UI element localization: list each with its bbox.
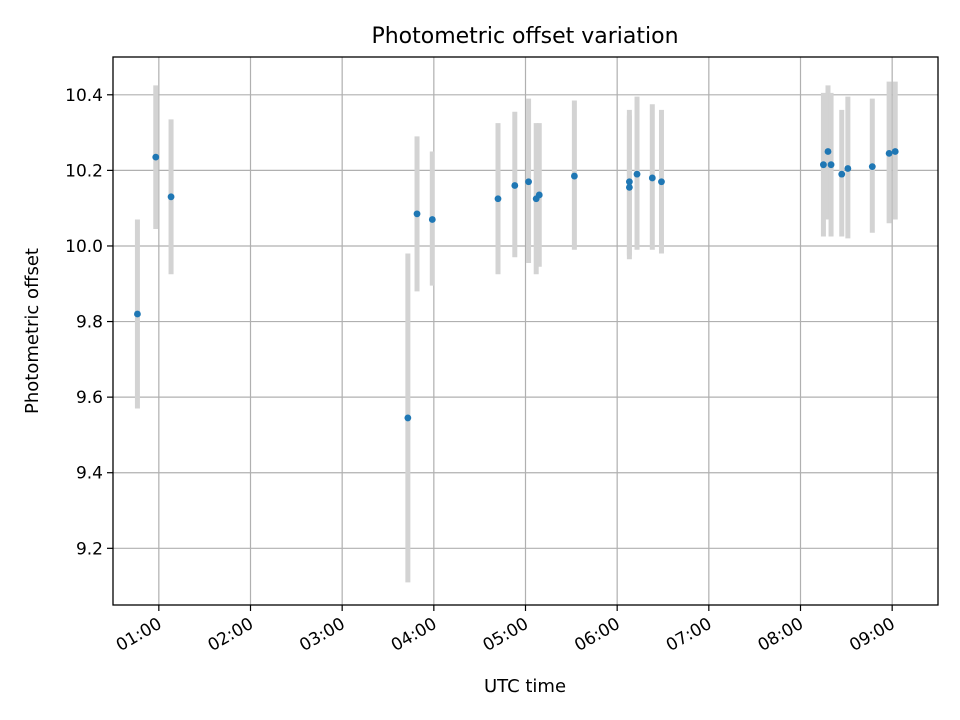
y-tick-label: 10.2 — [65, 161, 103, 181]
y-axis-label: Photometric offset — [22, 248, 43, 414]
chart-title: Photometric offset variation — [371, 24, 678, 49]
x-axis-label: UTC time — [484, 676, 566, 697]
y-tick-label: 9.6 — [76, 388, 103, 408]
data-point — [868, 163, 876, 171]
y-tick-label: 9.4 — [76, 464, 103, 484]
y-tick-label: 10.0 — [65, 237, 103, 257]
data-point — [625, 183, 633, 191]
data-points — [134, 148, 899, 422]
data-point — [413, 210, 421, 218]
data-point — [658, 178, 665, 186]
y-tick-label: 9.2 — [76, 539, 103, 559]
data-point — [167, 193, 175, 201]
data-point — [824, 148, 832, 155]
data-point — [570, 172, 578, 180]
data-point — [625, 178, 633, 186]
x-grid — [158, 57, 893, 605]
y-axis-ticks: 9.2 9.4 9.6 9.8 10.0 10.2 10.4 — [65, 86, 113, 559]
data-point — [535, 191, 543, 199]
data-point — [428, 216, 436, 223]
data-point — [891, 148, 899, 155]
data-point — [511, 182, 519, 189]
data-point — [134, 310, 141, 318]
data-point — [885, 149, 893, 157]
data-point — [838, 170, 846, 178]
data-point — [844, 165, 852, 172]
y-tick-label: 9.8 — [76, 313, 103, 333]
data-point — [633, 170, 641, 178]
data-point — [494, 195, 502, 203]
y-grid — [113, 94, 938, 549]
data-point — [820, 161, 827, 169]
data-point — [827, 161, 835, 169]
data-point — [648, 174, 656, 182]
data-point — [525, 178, 532, 186]
data-point — [152, 153, 160, 161]
data-point — [404, 414, 412, 422]
y-tick-label: 10.4 — [65, 86, 103, 106]
